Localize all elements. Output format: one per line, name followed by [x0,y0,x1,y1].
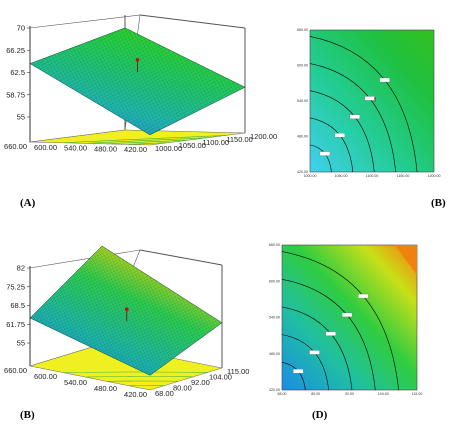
z-tick-label: 58.75 [6,90,25,99]
y-tick-label: 420.00 [297,170,308,174]
x-tick-label: 1100.00 [366,174,379,178]
x-tick-label: 104.00 [209,373,232,382]
contour-level-box [309,350,320,355]
contour-plot-b: 5 1000.00 1050.00 1100.00 1150.00 1200.00 420.… [297,28,441,178]
floor-contour [85,137,208,144]
x-tick-label: 1050.00 [179,141,206,150]
y-tick-label: 660.00 [4,142,27,151]
y-tick-label: 600.00 [269,279,280,283]
x-tick-label: 104.00 [378,392,389,396]
floor-plane [29,129,246,146]
y-tick-label: 540.00 [64,378,87,387]
x-tick-label: 1050.00 [335,174,348,178]
z-tick-label: 75.25 [6,282,25,291]
y-tick-label: 480.00 [297,135,308,139]
panel-label: (A) [20,197,36,209]
x-tick-label: 1000.00 [304,174,317,178]
z-tick-label: 55 [17,113,25,122]
panel-label: (B) [431,197,446,209]
panel-label: (D) [312,409,328,421]
floor-contour [106,139,189,145]
x-tick-label: 1100.00 [203,138,230,147]
x-tick-label: 92.00 [191,378,210,387]
contour-level-box [349,114,360,119]
y-tick-label: 420.00 [269,388,280,392]
x-tick-label: 115.00 [412,392,423,396]
y-tick-label: 480.00 [94,144,117,153]
contour-level-box [293,369,304,374]
panel-label: (B) [20,409,35,421]
surface-plot-a: 7066.2562.558.75551000.001050.001100.001… [4,14,277,154]
x-tick-label: 68.00 [155,389,174,398]
y-tick-label: 540.00 [64,144,87,153]
floor-contour [128,142,170,145]
x-tick-label: 1150.00 [226,135,253,144]
contour-level-box [358,293,369,299]
y-tick-label: 540.00 [269,316,280,320]
x-tick-label: 92.00 [345,392,354,396]
z-tick-label: 66.25 [6,46,25,55]
x-tick-label: 68.00 [278,392,287,396]
floor-contour [85,376,194,378]
z-tick-label: 82 [17,264,25,273]
x-tick-label: 1150.00 [397,174,410,178]
surface-mesh [30,27,245,135]
y-tick-label: 480.00 [269,352,280,356]
x-tick-label: 80.00 [311,392,320,396]
y-tick-label: 420.00 [124,145,147,154]
floor-contour [63,135,227,144]
y-tick-label: 420.00 [124,390,147,399]
surface-plot-c: 82 75.25 68.5 61.75 55 68.0080.0092.00104.001… [4,245,249,399]
x-tick-label: 1200.00 [428,174,441,178]
z-tick-label: 61.75 [6,320,25,329]
z-tick-label: 68.5 [10,301,25,310]
design-point-label: 5 [374,99,376,103]
z-tick-label: 70 [17,24,25,33]
y-tick-label: 480.00 [94,384,117,393]
z-tick-label: 62.5 [10,68,25,77]
x-tick-label: 115.00 [227,367,249,376]
floor-contour [63,371,208,374]
y-tick-label: 660.00 [4,366,27,375]
contour-level-box [325,331,336,336]
y-tick-label: 540.00 [297,99,308,103]
y-tick-label: 660.00 [297,28,308,32]
x-tick-label: 1200.00 [250,132,277,141]
contour-level-box [379,77,390,83]
y-tick-label: 600.00 [34,372,57,381]
y-tick-label: 600.00 [34,143,57,152]
x-tick-label: 1000.00 [155,144,182,153]
contour-plot-d: 68.00 80.00 92.00 104.00 115.00 420.00 480.00 5… [269,243,422,396]
back-wall-top [139,14,246,29]
peak-region [395,245,417,275]
contour-level-box [319,151,331,156]
design-point [124,307,129,312]
y-tick-label: 660.00 [269,243,280,247]
design-point [135,58,140,62]
design-point [374,97,376,99]
z-tick-label: 55 [17,339,25,348]
contour-level-box [334,133,346,138]
contour-level-box [341,312,353,318]
back-wall-top [139,249,223,266]
x-tick-label: 80.00 [173,384,192,393]
y-tick-label: 600.00 [297,64,308,68]
